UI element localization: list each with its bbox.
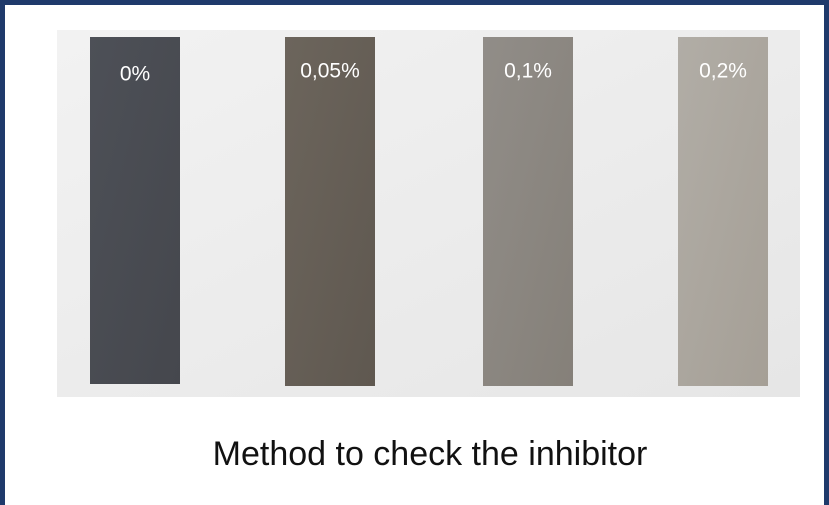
sample-label: 0% bbox=[120, 63, 150, 86]
sample-strip bbox=[483, 37, 573, 386]
sample-strip bbox=[678, 37, 768, 386]
sample-label: 0,05% bbox=[300, 60, 360, 83]
sample-strip bbox=[90, 37, 180, 384]
sample-strip bbox=[285, 37, 375, 386]
sample-label: 0,2% bbox=[699, 60, 747, 83]
slide: 0% 0,05% 0,1% 0,2% Method to check the i… bbox=[0, 0, 829, 505]
caption: Method to check the inhibitor bbox=[213, 435, 648, 473]
page: 0% 0,05% 0,1% 0,2% Method to check the i… bbox=[0, 0, 829, 505]
sample-label: 0,1% bbox=[504, 60, 552, 83]
